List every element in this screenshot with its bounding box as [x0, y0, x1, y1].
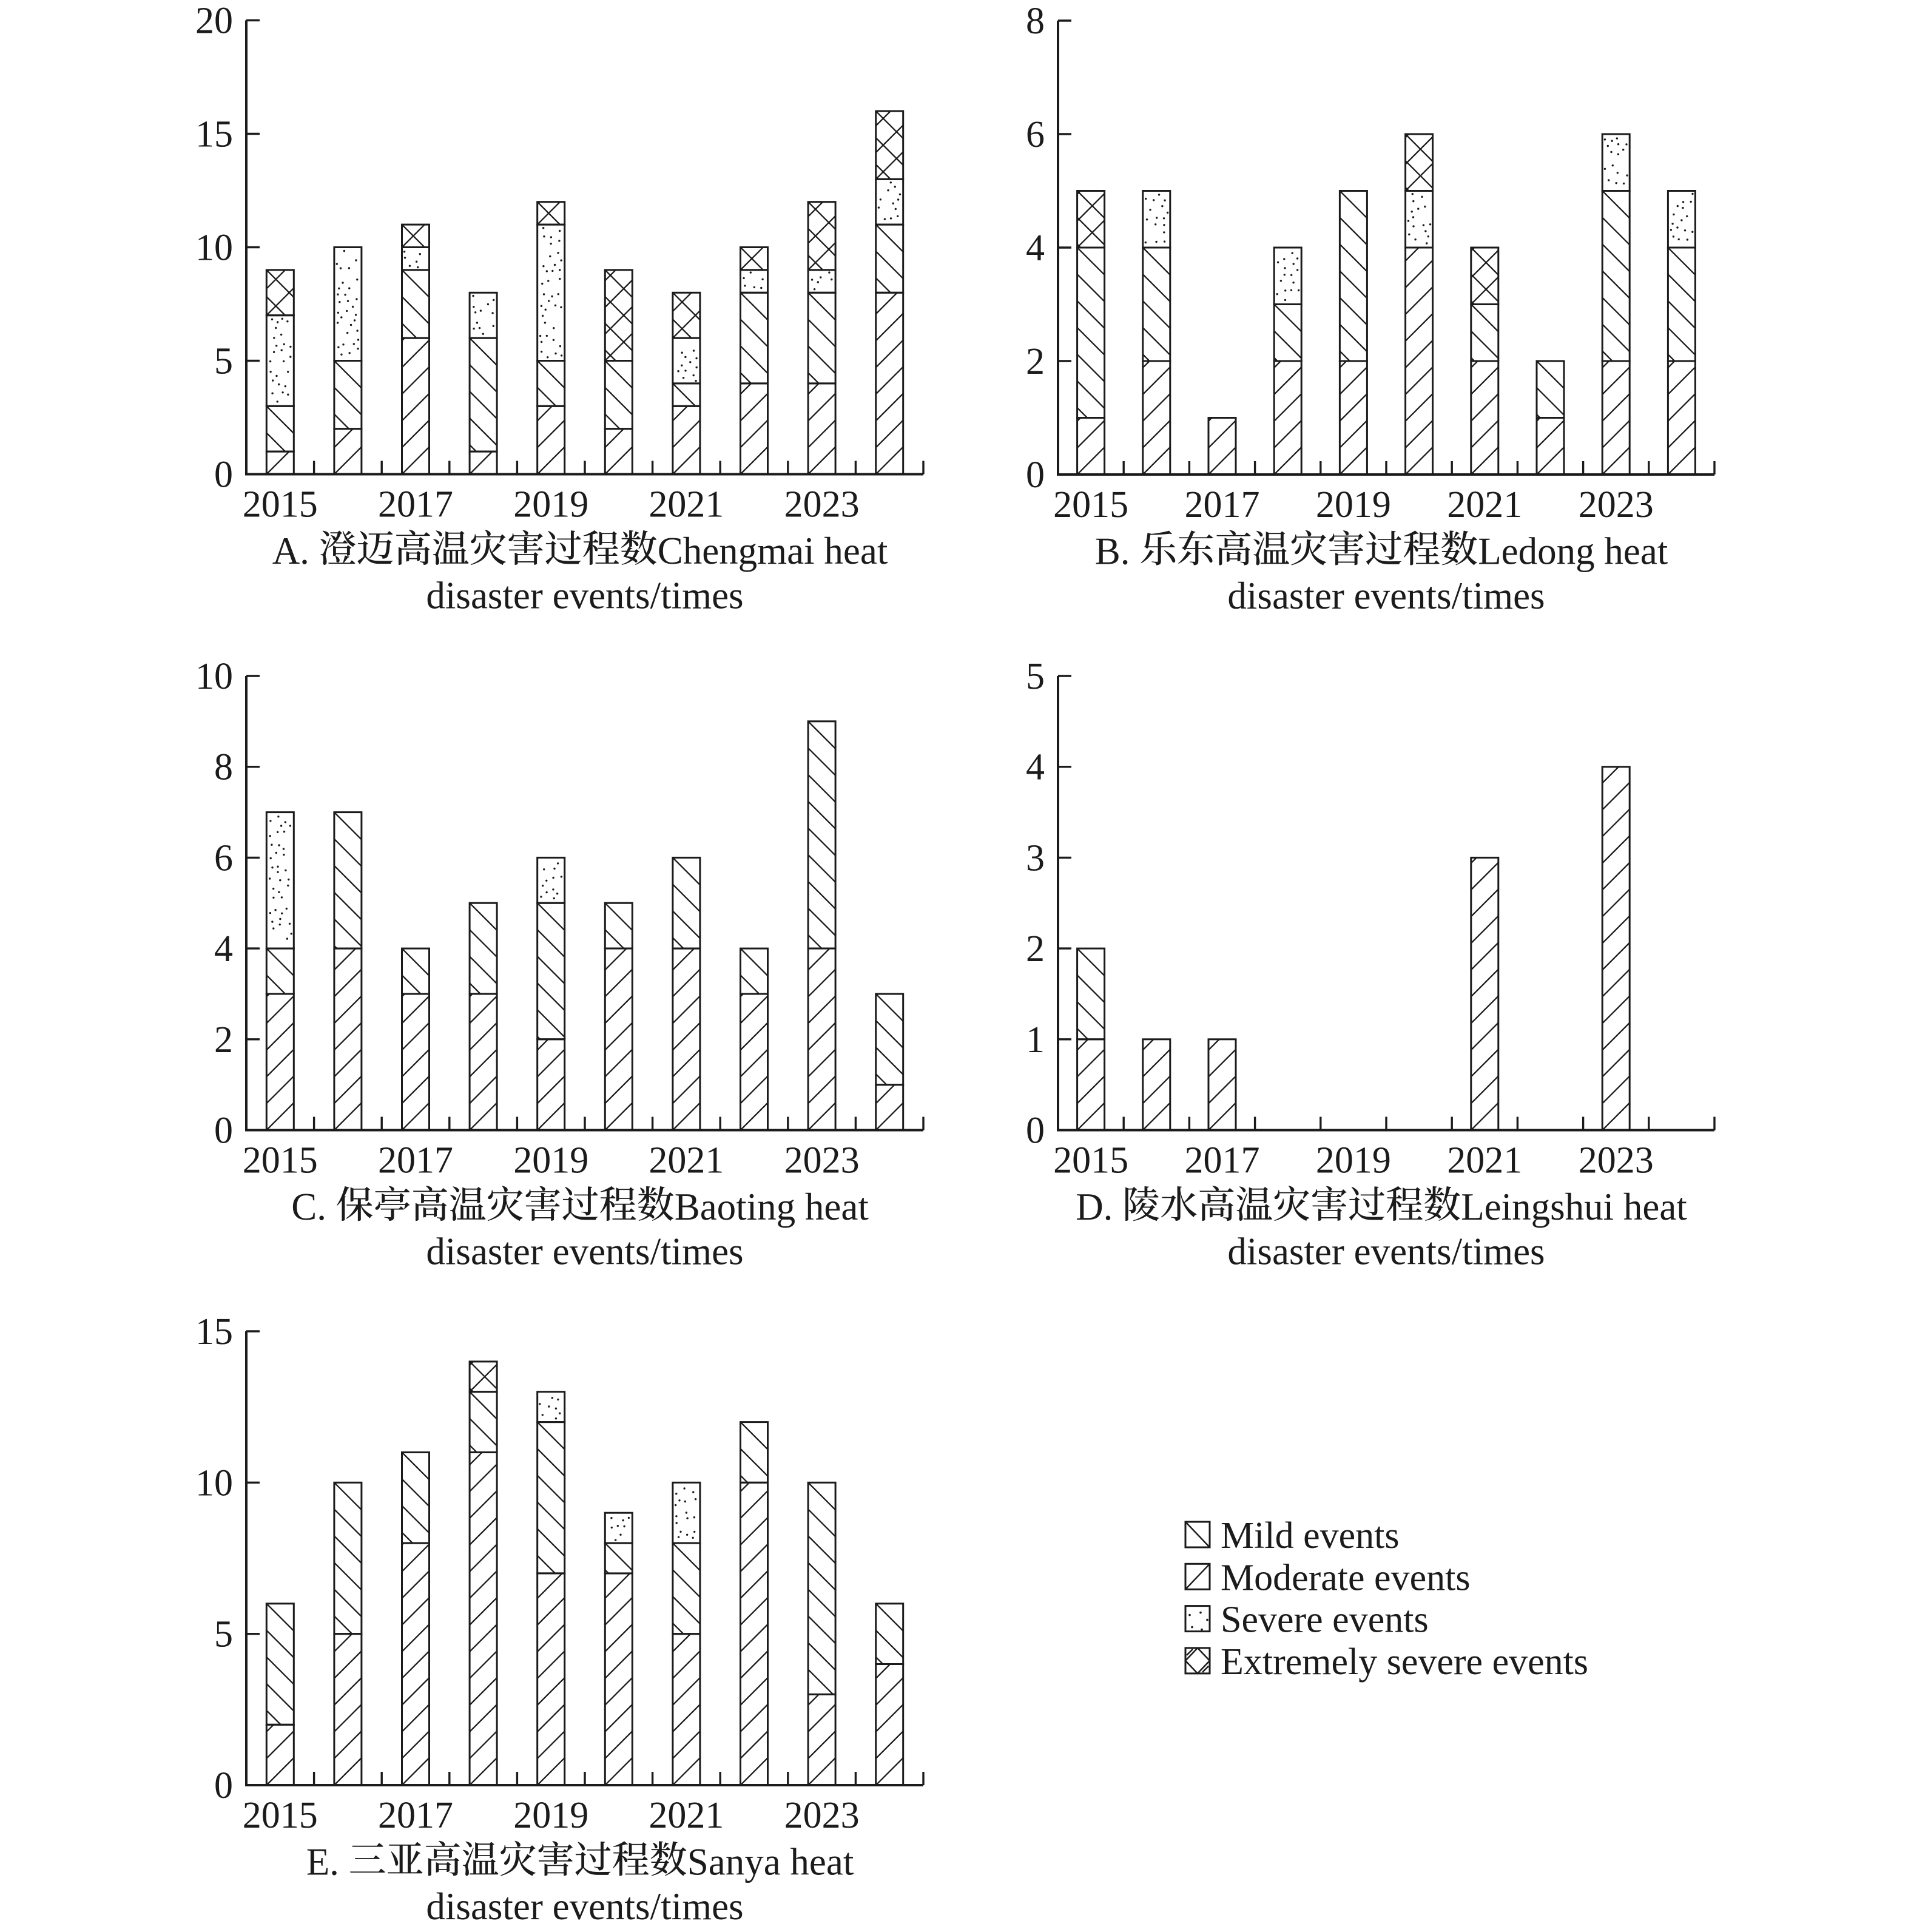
svg-text:0: 0: [214, 1765, 233, 1806]
svg-text:disaster events/times: disaster events/times: [426, 575, 743, 617]
svg-text:2015: 2015: [243, 1140, 318, 1181]
svg-text:2019: 2019: [513, 484, 588, 525]
svg-text:2019: 2019: [1316, 484, 1391, 525]
svg-text:2017: 2017: [1185, 484, 1260, 525]
svg-text:15: 15: [195, 1311, 233, 1353]
svg-text:2017: 2017: [378, 1795, 453, 1836]
svg-text:10: 10: [195, 1462, 233, 1504]
svg-text:2021: 2021: [1447, 484, 1522, 525]
svg-text:10: 10: [195, 656, 233, 697]
svg-text:1: 1: [1026, 1019, 1045, 1061]
svg-text:2015: 2015: [1053, 484, 1128, 525]
svg-text:Chengmai heat: Chengmai heat: [658, 530, 888, 572]
svg-text:20: 20: [195, 1, 233, 42]
svg-text:Moderate events: Moderate events: [1221, 1557, 1470, 1598]
svg-text:disaster events/times: disaster events/times: [426, 1885, 743, 1928]
svg-text:2: 2: [214, 1019, 233, 1061]
svg-text:2019: 2019: [1316, 1140, 1391, 1181]
svg-text:2023: 2023: [784, 484, 860, 525]
svg-text:disaster events/times: disaster events/times: [1227, 575, 1545, 617]
svg-text:Ledong heat: Ledong heat: [1478, 530, 1668, 573]
svg-text:2: 2: [1026, 341, 1045, 382]
svg-text:A.: A.: [272, 530, 309, 572]
svg-text:disaster events/times: disaster events/times: [1227, 1231, 1545, 1273]
svg-text:2: 2: [1026, 928, 1045, 970]
svg-text:2017: 2017: [378, 1140, 453, 1181]
svg-text:4: 4: [214, 928, 233, 970]
svg-text:15: 15: [195, 114, 233, 155]
svg-text:2021: 2021: [649, 1140, 724, 1181]
svg-text:2023: 2023: [1579, 484, 1654, 525]
svg-text:C.: C.: [291, 1186, 326, 1228]
svg-text:Mild events: Mild events: [1221, 1515, 1399, 1556]
svg-text:10: 10: [195, 228, 233, 269]
svg-text:5: 5: [214, 1614, 233, 1655]
svg-text:2017: 2017: [378, 484, 453, 525]
svg-text:2015: 2015: [243, 1795, 318, 1836]
svg-text:0: 0: [1026, 454, 1045, 496]
svg-text:2015: 2015: [1053, 1140, 1128, 1181]
svg-text:Sanya heat: Sanya heat: [687, 1841, 854, 1883]
svg-text:Severe events: Severe events: [1221, 1599, 1429, 1641]
svg-text:2021: 2021: [1447, 1140, 1522, 1181]
svg-text:2023: 2023: [1579, 1140, 1654, 1181]
svg-text:D.: D.: [1076, 1186, 1113, 1228]
svg-text:Baoting heat: Baoting heat: [675, 1186, 869, 1228]
svg-text:8: 8: [214, 747, 233, 788]
svg-text:6: 6: [214, 837, 233, 879]
svg-text:Leingshui heat: Leingshui heat: [1461, 1186, 1687, 1228]
svg-text:B.: B.: [1095, 530, 1130, 573]
svg-text:5: 5: [214, 341, 233, 382]
svg-text:5: 5: [1026, 656, 1045, 697]
svg-text:2019: 2019: [513, 1795, 588, 1836]
svg-text:disaster events/times: disaster events/times: [426, 1231, 743, 1273]
svg-text:0: 0: [1026, 1110, 1045, 1152]
svg-text:3: 3: [1026, 837, 1045, 879]
svg-text:2017: 2017: [1185, 1140, 1260, 1181]
svg-text:2015: 2015: [243, 484, 318, 525]
svg-text:4: 4: [1026, 747, 1045, 788]
svg-text:2023: 2023: [784, 1140, 860, 1181]
svg-text:2023: 2023: [784, 1795, 860, 1836]
svg-text:2021: 2021: [649, 1795, 724, 1836]
svg-text:Extremely severe events: Extremely severe events: [1221, 1641, 1588, 1683]
svg-text:4: 4: [1026, 228, 1045, 269]
svg-text:E.: E.: [306, 1841, 339, 1883]
svg-text:0: 0: [214, 1110, 233, 1152]
svg-text:0: 0: [214, 454, 233, 496]
svg-text:6: 6: [1026, 114, 1045, 155]
svg-text:2019: 2019: [513, 1140, 588, 1181]
svg-text:8: 8: [1026, 1, 1045, 42]
svg-text:2021: 2021: [649, 484, 724, 525]
